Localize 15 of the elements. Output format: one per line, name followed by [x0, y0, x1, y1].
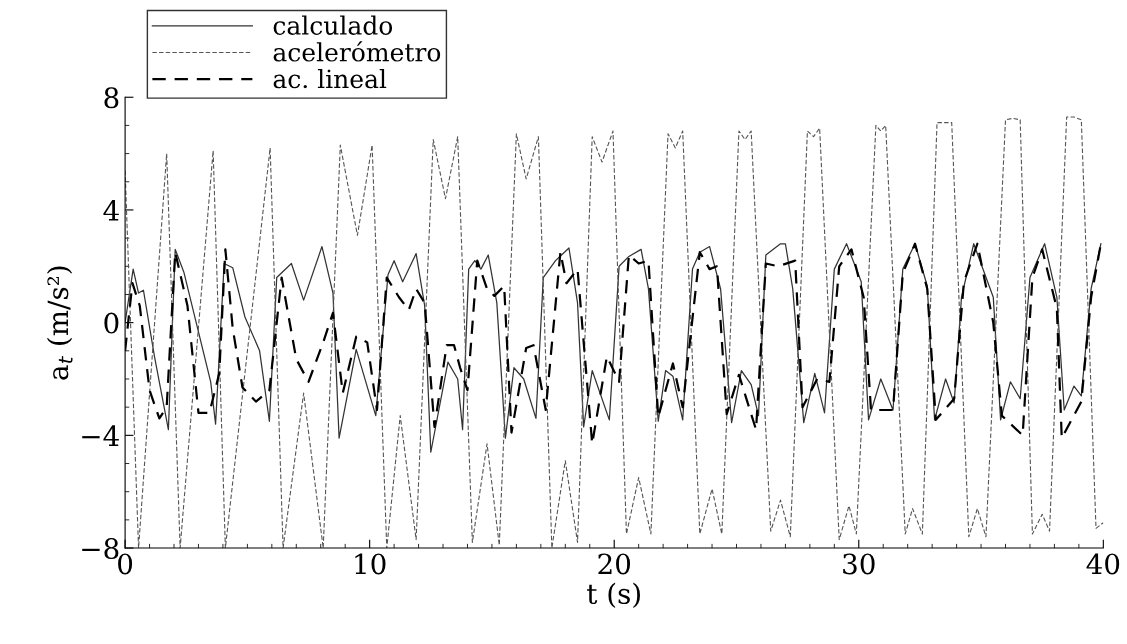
x-tick-label: 30: [843, 553, 875, 575]
x-tick-label: 40: [1086, 553, 1120, 575]
y-tick-label: −4: [82, 425, 119, 446]
y-tick-label: 0: [104, 312, 119, 334]
y-axis-title: a$_{t}$ (m/s²): [46, 266, 73, 380]
x-tick-label: 0: [118, 553, 133, 575]
legend-label: calculado: [273, 15, 393, 35]
x-tick-label: 10: [355, 553, 386, 575]
x-axis-title: t (s): [587, 582, 640, 608]
x-tick-label: 20: [598, 553, 631, 575]
y-tick-label: 4: [103, 199, 119, 221]
legend-label: acelerómetro: [273, 41, 441, 62]
legend-label: ac. lineal: [273, 68, 387, 89]
y-tick-label: 8: [104, 87, 119, 109]
y-tick-label: −8: [82, 537, 119, 559]
